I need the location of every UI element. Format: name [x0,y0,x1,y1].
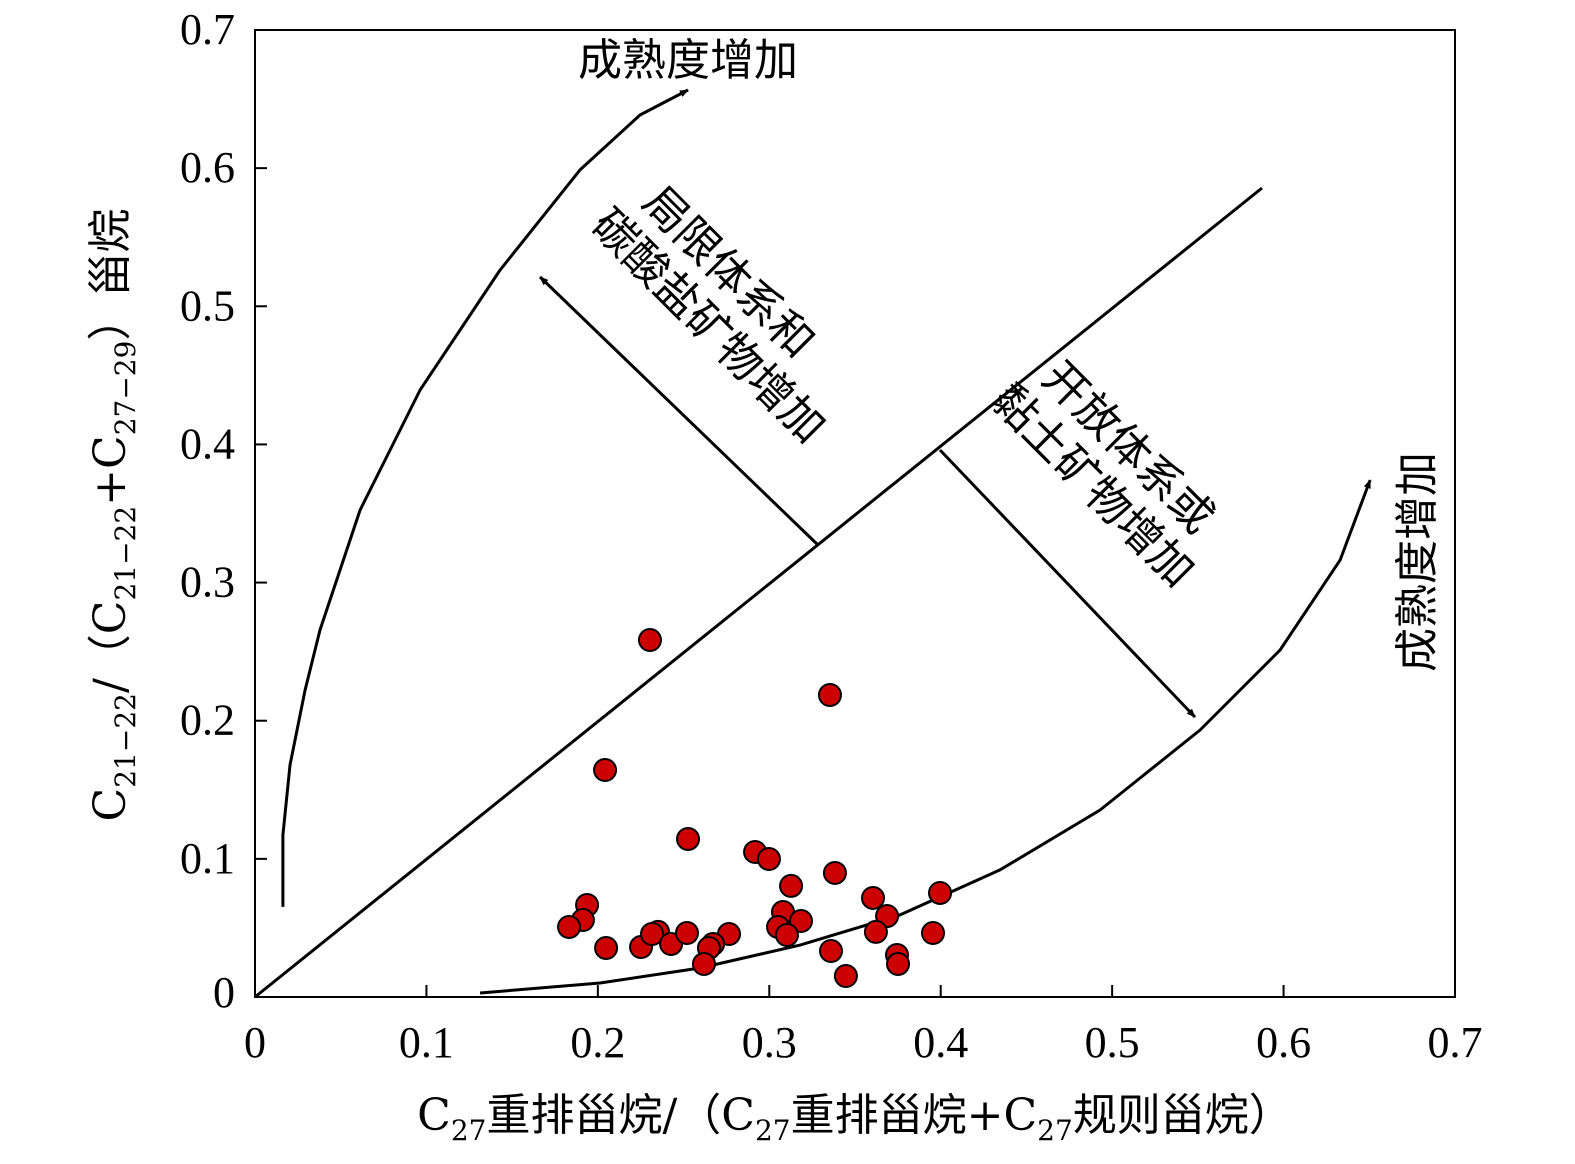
x-tick-label: 0.2 [570,1018,625,1067]
maturity-curve-right [479,479,1372,995]
y-tick-label: 0.5 [180,281,235,330]
data-point [817,683,842,708]
data-point [928,880,953,905]
data-point [861,885,885,910]
maturity-curve-left [281,88,689,907]
data-point [921,921,945,946]
open-system-arrow [938,448,1196,719]
data-point [675,921,699,946]
x-tick-label: 0.5 [1085,1018,1140,1067]
data-point [819,938,843,963]
y-tick-label: 0.3 [180,558,235,607]
data-point [822,860,847,885]
data-point [637,628,662,653]
y-tick-label: 0.7 [180,5,235,54]
data-point [833,964,858,989]
y-tick-label: 0.4 [180,419,235,468]
x-axis-label: C27重排甾烷/（C27重排甾烷+C27规则甾烷） [417,1090,1293,1147]
data-point [789,909,813,934]
data-point [594,935,619,960]
data-point [557,914,582,939]
data-point [691,951,716,976]
annotation-maturity-top: 成熟度增加 [578,35,798,86]
y-tick-label: 0.6 [180,143,235,192]
y-axis-label: C21−22/（C21−22+C27−29）甾烷 [85,209,142,822]
data-point [774,922,799,947]
x-tick-label: 0.6 [1256,1018,1311,1067]
x-tick-label: 0.4 [913,1018,968,1067]
data-point [756,846,781,871]
plot-frame [254,29,1456,998]
data-point [593,758,618,783]
data-point [779,873,804,898]
x-tick-label: 0.1 [399,1018,454,1067]
x-tick-label: 0.7 [1428,1018,1483,1067]
data-point [640,922,665,947]
closed-system-arrow [539,275,820,547]
data-point [886,951,911,976]
y-tick-label: 0 [213,968,235,1017]
data-point [676,826,701,851]
x-tick-label: 0.3 [742,1018,797,1067]
x-tick-label: 0 [244,1018,266,1067]
annotation-maturity-right: 成熟度增加 [1392,452,1443,672]
data-point [863,919,888,944]
y-tick-label: 0.2 [180,696,235,745]
y-tick-label: 0.1 [180,834,235,883]
diagonal-boundary-line [254,186,1263,999]
